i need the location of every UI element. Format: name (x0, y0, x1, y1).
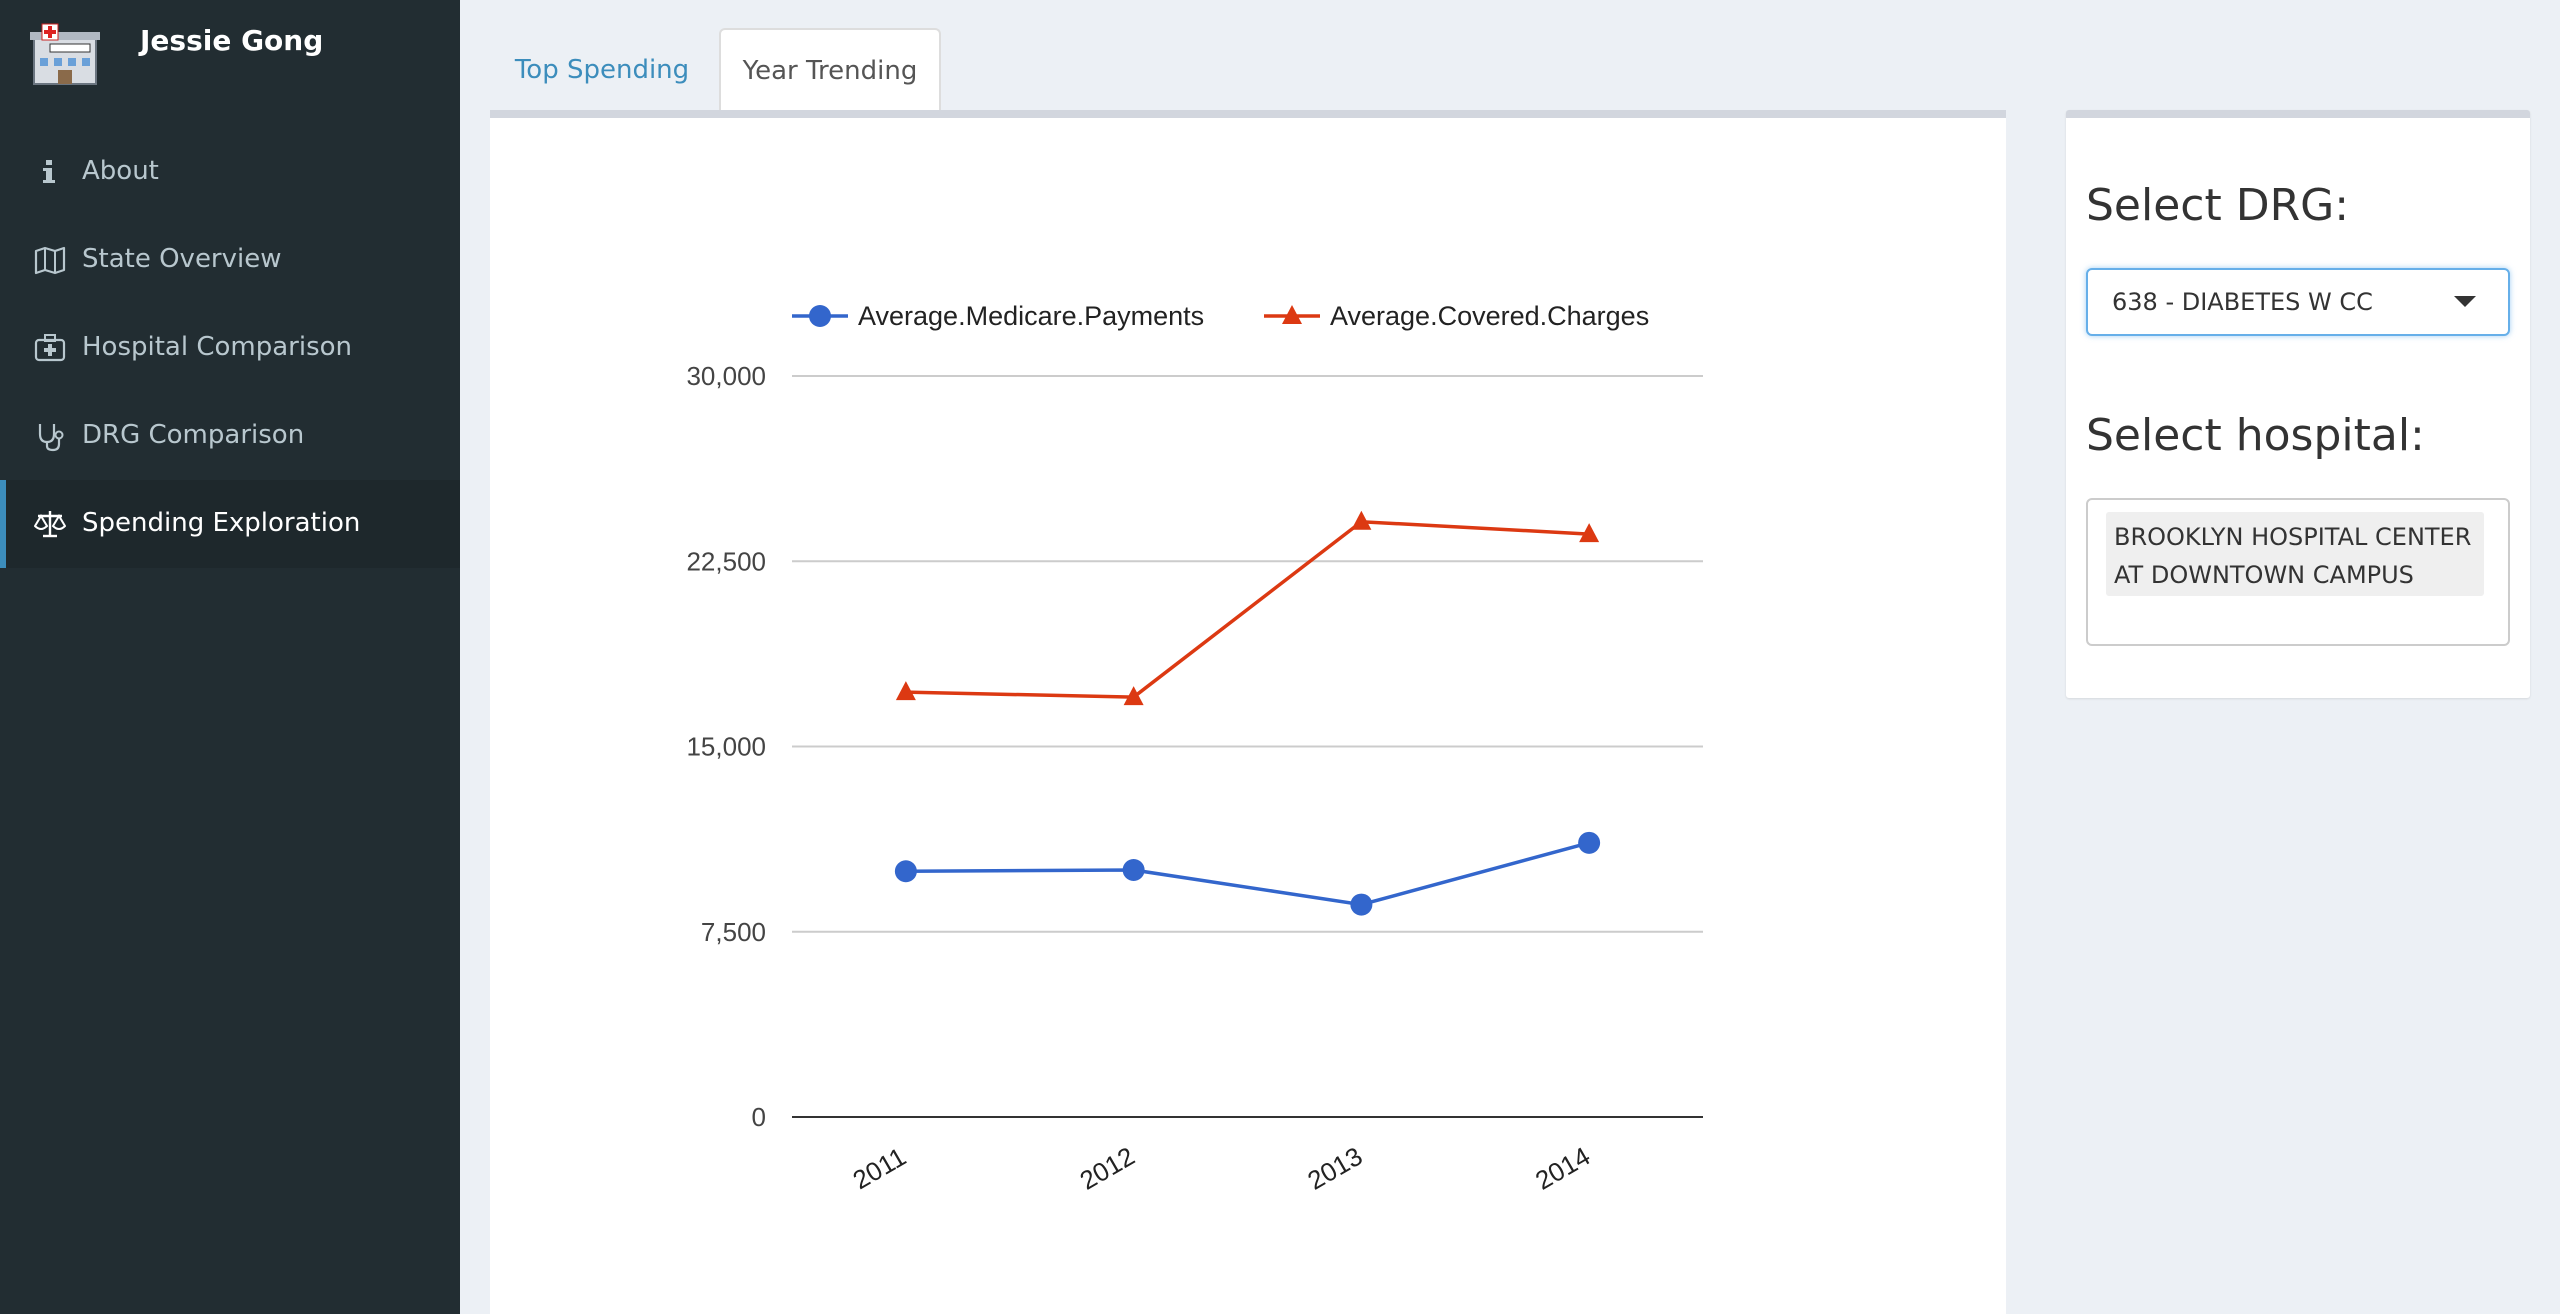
sidebar-nav: About State Overview Hospital Comparison (0, 128, 460, 568)
info-icon (43, 160, 55, 183)
chevron-down-icon (2454, 296, 2476, 307)
legend-marker (809, 305, 831, 327)
hospital-building-icon (30, 23, 100, 85)
legend-marker (1282, 305, 1302, 324)
tab-label: Top Spending (514, 55, 690, 85)
x-tick-label: 2012 (1075, 1141, 1140, 1196)
drg-select-value: 638 - DIABETES W CC (2112, 288, 2373, 316)
tab-top-spending[interactable]: Top Spending (490, 28, 714, 112)
drg-label: Select DRG: (2086, 180, 2350, 231)
y-tick-label: 0 (752, 1102, 766, 1132)
data-point (1578, 831, 1601, 854)
sidebar-item-label: Spending Exploration (82, 508, 361, 538)
series-line (905, 519, 1590, 699)
data-point (895, 681, 916, 701)
series-line (905, 841, 1590, 907)
y-tick-label: 22,500 (686, 546, 766, 576)
x-tick-label: 2011 (848, 1141, 911, 1195)
hospital-label: Select hospital: (2086, 410, 2425, 461)
medkit-icon (34, 334, 66, 362)
legend-label: Average.Medicare.Payments (858, 301, 1204, 331)
sidebar-item-label: State Overview (82, 244, 282, 274)
sidebar-item-hospital-comparison[interactable]: Hospital Comparison (0, 304, 460, 392)
data-point (1350, 893, 1373, 916)
balance-scale-icon (34, 511, 66, 538)
sidebar-item-label: Hospital Comparison (82, 332, 353, 362)
tab-label: Year Trending (742, 56, 918, 86)
y-tick-label: 15,000 (686, 732, 766, 762)
user-name: Jessie Gong (140, 24, 324, 57)
drg-select[interactable]: 638 - DIABETES W CC (2086, 268, 2510, 336)
sidebar-item-spending-exploration[interactable]: Spending Exploration (0, 480, 460, 568)
sidebar-item-label: DRG Comparison (82, 420, 305, 450)
x-tick-label: 2013 (1302, 1141, 1367, 1196)
selected-hospital-line1: BROOKLYN HOSPITAL CENTER (2114, 523, 2472, 551)
sidebar-item-about[interactable]: About (0, 128, 460, 216)
data-point (1579, 523, 1600, 543)
hospital-select[interactable]: BROOKLYN HOSPITAL CENTER AT DOWNTOWN CAM… (2086, 498, 2510, 646)
data-point (1351, 510, 1372, 530)
map-icon (34, 246, 66, 275)
sidebar-brand: Jessie Gong (0, 0, 460, 110)
tab-year-trending[interactable]: Year Trending (719, 28, 941, 112)
chart-panel: 30,000 22,500 15,000 7,500 0 2011 2012 2013 2014… (490, 110, 2006, 1314)
selected-hospital-chip[interactable]: BROOKLYN HOSPITAL CENTER AT DOWNTOWN CAM… (2106, 512, 2484, 596)
data-point (1123, 686, 1144, 706)
x-tick-label: 2014 (1530, 1141, 1595, 1196)
sidebar-item-state-overview[interactable]: State Overview (0, 216, 460, 304)
data-point (894, 860, 917, 883)
selected-hospital-line2: AT DOWNTOWN CAMPUS (2114, 561, 2414, 589)
y-tick-label: 7,500 (701, 917, 766, 947)
sidebar: Jessie Gong About State Overview (0, 0, 460, 1314)
data-point (1122, 859, 1145, 881)
controls-box: Select DRG: 638 - DIABETES W CC Select h… (2066, 110, 2530, 698)
stethoscope-icon (38, 424, 64, 452)
y-tick-label: 30,000 (686, 361, 766, 391)
legend-label: Average.Covered.Charges (1330, 301, 1649, 331)
sidebar-item-drg-comparison[interactable]: DRG Comparison (0, 392, 460, 480)
sidebar-item-label: About (82, 156, 159, 186)
line-chart: 30,000 22,500 15,000 7,500 0 2011 2012 2013 2014… (686, 301, 1703, 1196)
